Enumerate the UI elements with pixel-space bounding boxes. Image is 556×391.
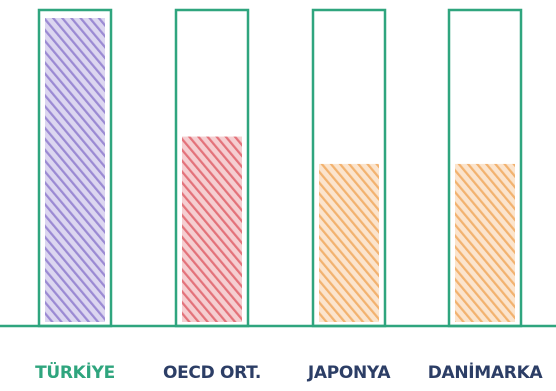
category-label: DANİMARKA [428,361,544,383]
category-label: TÜRKİYE [35,361,115,383]
category-labels: TÜRKİYE OECD ORT. JAPONYA DANİMARKA [35,361,544,383]
bar [45,18,105,322]
category-label: JAPONYA [307,363,392,383]
bar [319,163,379,322]
category-label: OECD ORT. [163,363,261,383]
bar [182,136,242,322]
bar [455,163,515,322]
bars-layer [37,8,523,328]
